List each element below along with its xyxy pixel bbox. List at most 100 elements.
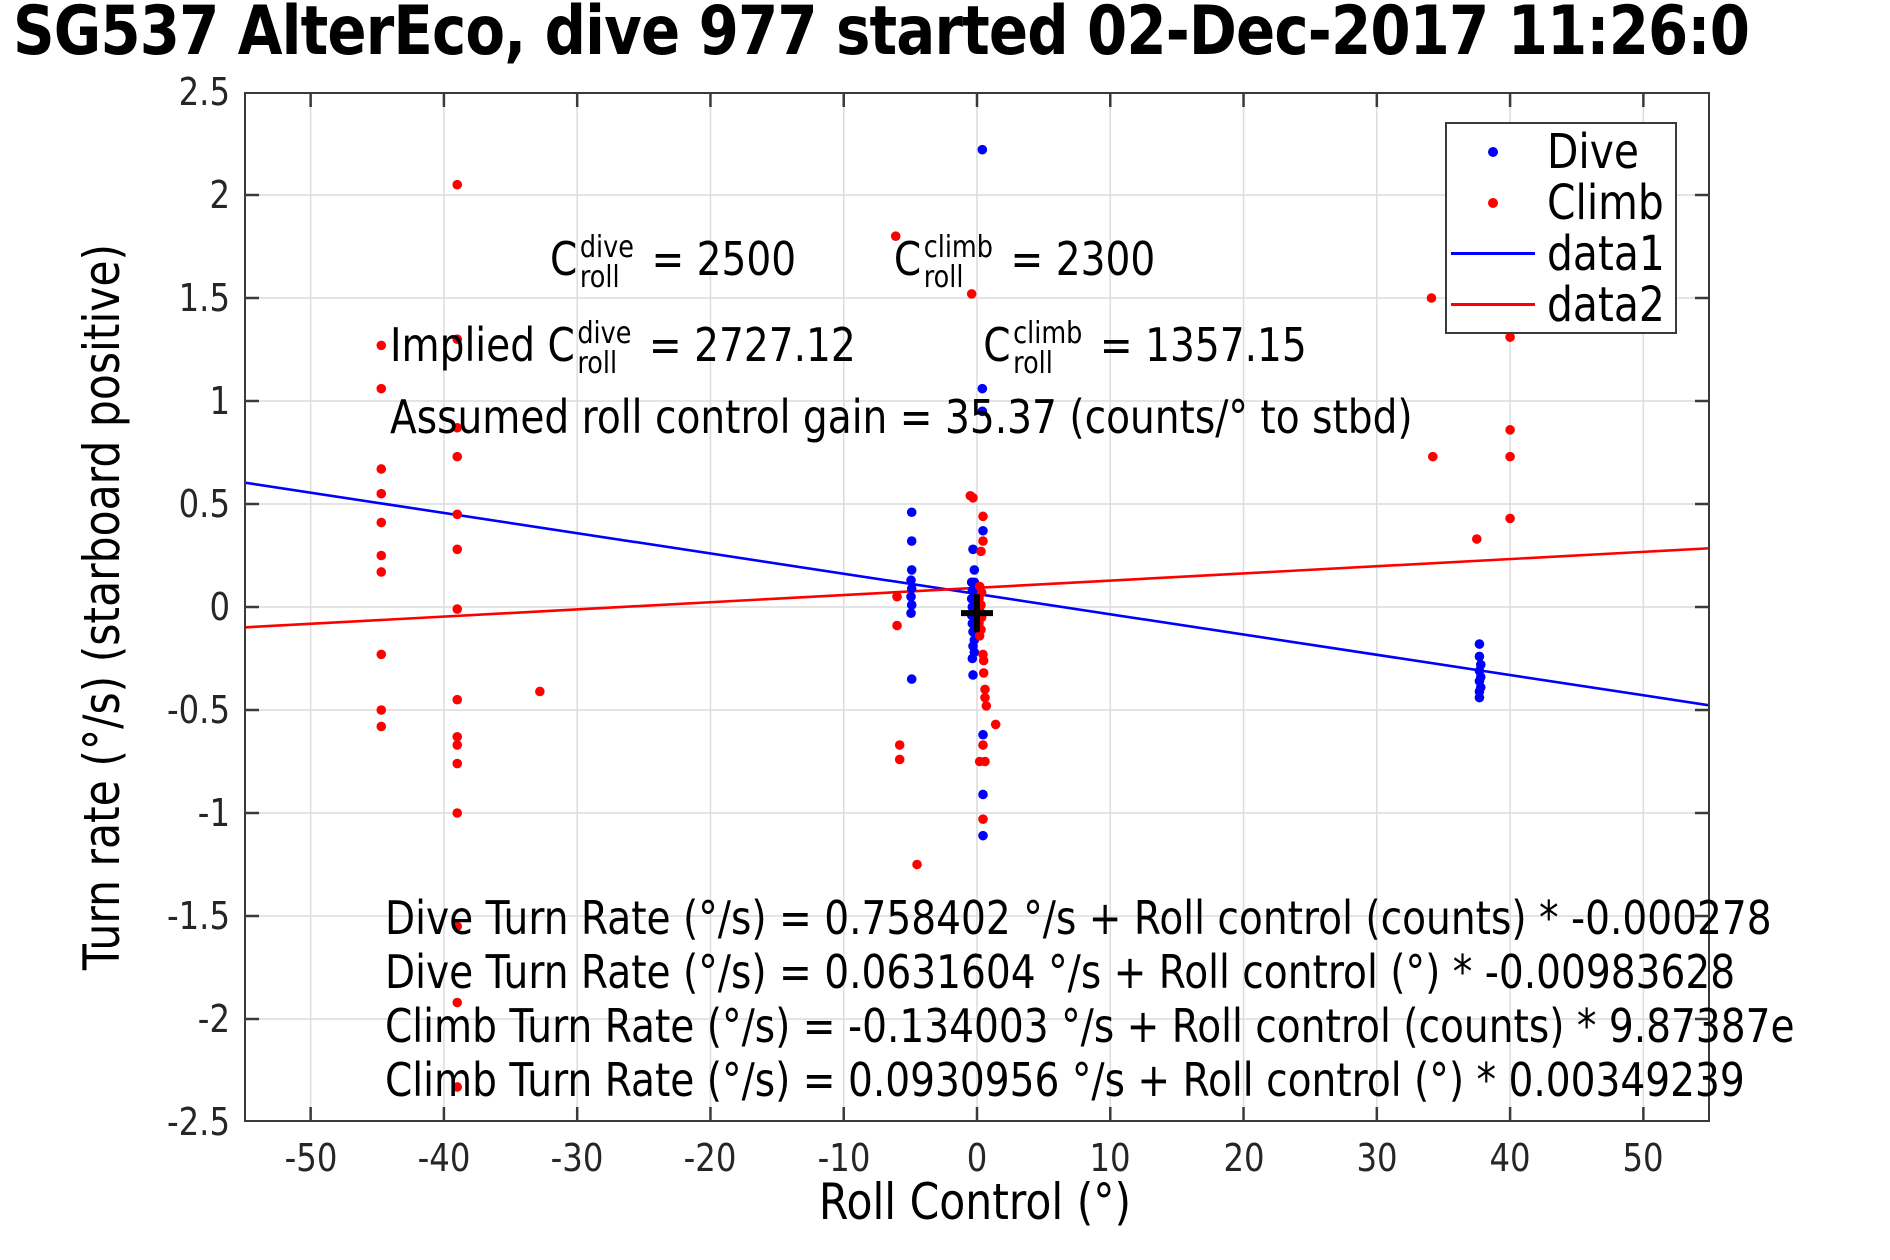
climb-point	[990, 719, 1001, 730]
c-roll-dive-value: = 2500	[639, 231, 797, 286]
climb-point	[892, 591, 902, 602]
climb-point	[452, 758, 463, 769]
x-tick-label: -50	[284, 1136, 338, 1180]
climb-point	[452, 808, 463, 818]
subscript: roll	[579, 259, 620, 295]
legend-dot-marker	[1447, 146, 1539, 157]
climb-point	[376, 567, 387, 577]
figure-title: SG537 AlterEco, dive 977 started 02-Dec-…	[13, 0, 1750, 71]
regression-equations: Dive Turn Rate (°/s) = 0.758402 °/s + Ro…	[385, 891, 1795, 1107]
implied-c-roll-climb-value: = 1357.15	[1087, 317, 1307, 372]
legend-label: data2	[1547, 276, 1665, 333]
x-tick-label: 20	[1222, 1136, 1265, 1180]
climb-point	[1505, 451, 1515, 462]
legend: Dive Climb data1 data2	[1445, 122, 1677, 334]
dive-point	[977, 383, 988, 394]
climb-point	[981, 701, 992, 711]
implied-c-roll-dive-value: = 2727.12	[636, 317, 856, 372]
legend-item-dive: Dive	[1447, 123, 1675, 180]
legend-line-marker	[1447, 303, 1539, 306]
dive-point	[906, 600, 917, 610]
legend-label: Climb	[1547, 174, 1664, 231]
dive-point	[968, 544, 978, 555]
plot-area	[244, 92, 1710, 1122]
climb-point	[1505, 332, 1515, 342]
x-tick-label: 10	[1089, 1136, 1131, 1180]
x-tick-label: -10	[817, 1136, 871, 1180]
dive-point	[978, 729, 988, 740]
climb-point	[968, 493, 978, 503]
x-tick-label: 0	[966, 1136, 988, 1180]
dive-point	[906, 591, 916, 602]
y-tick-label: 0	[209, 585, 230, 629]
climb-point	[376, 464, 387, 474]
legend-item-data1: data1	[1447, 226, 1675, 282]
climb-point	[452, 921, 463, 932]
y-tick-label: 2	[209, 173, 230, 217]
climb-point	[1471, 534, 1482, 544]
climb-point	[376, 383, 387, 394]
legend-label: Dive	[1547, 123, 1639, 180]
legend-dot-marker	[1447, 197, 1539, 208]
x-tick-label: 50	[1622, 1136, 1664, 1180]
dive-point	[906, 575, 916, 586]
climb-point	[452, 544, 463, 555]
climb-point	[980, 756, 990, 767]
y-tick-label: -2.5	[166, 1100, 230, 1144]
climb-point	[452, 997, 463, 1008]
climb-point	[976, 546, 986, 557]
dive-point	[906, 583, 917, 594]
equation-climb-degrees: Climb Turn Rate (°/s) = 0.0930956 °/s + …	[385, 1053, 1745, 1107]
dive-point	[906, 608, 916, 618]
climb-point	[452, 604, 463, 614]
subscript: roll	[1013, 345, 1053, 381]
dive-point	[1474, 651, 1485, 662]
climb-point	[978, 511, 988, 522]
dive-point	[978, 830, 988, 841]
climb-point	[980, 692, 990, 703]
subscript: roll	[577, 345, 618, 381]
y-tick-label: -2	[197, 997, 230, 1041]
climb-point	[978, 536, 988, 546]
dive-point	[906, 565, 917, 575]
climb-point	[452, 451, 463, 462]
climb-point	[376, 550, 387, 561]
climb-point	[535, 686, 545, 697]
climb-point	[966, 289, 977, 299]
climb-point	[452, 731, 463, 742]
climb-point	[452, 422, 463, 433]
x-tick-label: -30	[550, 1136, 604, 1180]
x-tick-label: -40	[417, 1136, 471, 1180]
legend-item-climb: Climb	[1447, 174, 1675, 231]
dive-point	[977, 406, 988, 417]
equation-climb-counts: Climb Turn Rate (°/s) = -0.134003 °/s + …	[385, 999, 1795, 1053]
climb-point	[452, 179, 463, 190]
climb-point	[376, 721, 387, 732]
dive-point	[977, 144, 988, 155]
climb-point	[452, 334, 463, 344]
superscript: climb	[923, 229, 993, 265]
climb-point	[978, 655, 989, 666]
climb-point	[974, 631, 985, 641]
equation-dive-counts: Dive Turn Rate (°/s) = 0.758402 °/s + Ro…	[385, 891, 1772, 945]
climb-point	[980, 684, 990, 695]
climb-point	[452, 509, 463, 520]
dive-point	[1474, 639, 1485, 649]
legend-item-data2: data2	[1447, 276, 1675, 333]
climb-point	[892, 620, 902, 631]
implied-prefix: Implied	[390, 317, 548, 372]
climb-point	[376, 488, 387, 499]
dive-point	[969, 565, 980, 575]
dive-point	[906, 674, 917, 684]
y-tick-label: 0.5	[178, 482, 230, 526]
y-tick-label: -1.5	[166, 894, 230, 938]
dive-point	[967, 653, 978, 664]
y-tick-label: -1	[197, 791, 230, 835]
x-tick-label: 40	[1489, 1136, 1531, 1180]
